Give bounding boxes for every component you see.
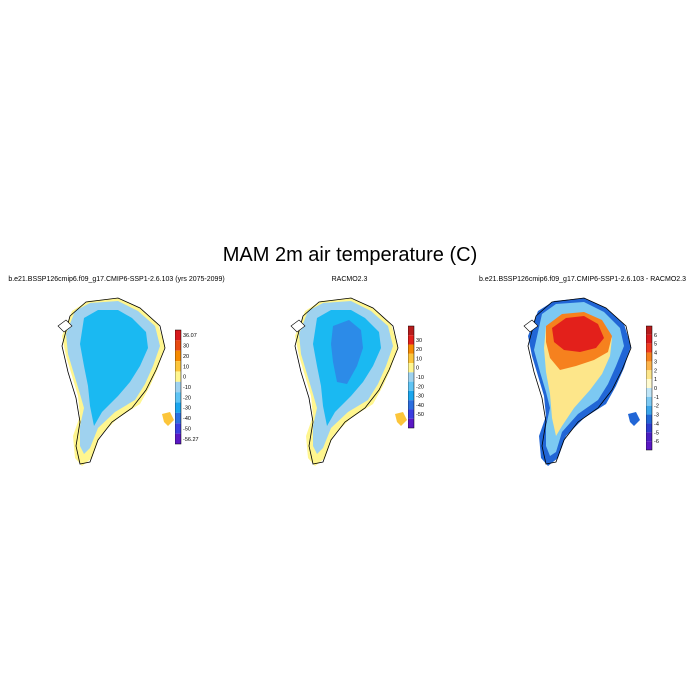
colorbar-swatch [175, 423, 181, 434]
colorbar-label: 6 [654, 333, 657, 339]
colorbar-swatch [646, 441, 652, 450]
colorbar-swatch [175, 381, 181, 393]
colorbar-label: 20 [416, 347, 422, 353]
colorbar-swatch [408, 390, 414, 401]
colorbar-label: -3 [654, 413, 659, 419]
island [162, 412, 174, 426]
colorbar-label: -40 [416, 403, 424, 409]
fjord-whitespace [57, 319, 73, 333]
colorbar-label: 30 [183, 344, 189, 350]
colorbar-frame [408, 325, 415, 429]
colorbar-label: -50 [416, 412, 424, 418]
colorbar-label: -56.27 [183, 437, 199, 443]
island [628, 412, 640, 426]
panel-title: b.e21.BSSP126cmip6.f09_g17.CMIP6-SSP1-2.… [479, 276, 686, 283]
colorbar-label: 2 [654, 368, 657, 374]
colorbar-label: -30 [183, 406, 191, 412]
colorbar-label: 20 [183, 354, 189, 360]
colorbar-swatch [175, 433, 181, 444]
panel-difference: b.e21.BSSP126cmip6.f09_g17.CMIP6-SSP1-2.… [466, 276, 699, 476]
colorbar-swatch [408, 344, 414, 354]
panel-model: b.e21.BSSP126cmip6.f09_g17.CMIP6-SSP1-2.… [0, 276, 233, 476]
colorbar-label: -4 [654, 421, 659, 427]
colorbar-swatch [408, 381, 414, 391]
colorbar-swatch [646, 370, 652, 380]
colorbar-swatch [646, 405, 652, 415]
colorbar-frame [646, 325, 653, 451]
colorbar-label: -20 [183, 395, 191, 401]
cold-core [331, 320, 363, 384]
greenland-map [523, 297, 640, 466]
colorbar-label: -10 [416, 375, 424, 381]
colorbar-label: 10 [416, 356, 422, 362]
colorbar-label: 3 [654, 359, 657, 365]
colorbar-swatch [646, 334, 652, 344]
colorbar-swatch [646, 414, 652, 424]
colorbar-swatch [408, 400, 414, 410]
colorbar-label: 0 [183, 375, 186, 381]
colorbar-swatch [646, 326, 652, 335]
colorbar-swatch [408, 353, 414, 364]
colorbar-swatch [408, 418, 414, 428]
colorbar-swatch [646, 432, 652, 442]
colorbar-swatch [175, 340, 181, 351]
colorbar-swatch [408, 335, 414, 345]
colorbar-swatch [408, 409, 414, 419]
hot-core [552, 316, 604, 352]
panel-title: b.e21.BSSP126cmip6.f09_g17.CMIP6-SSP1-2.… [8, 276, 225, 283]
colorbar-swatch [646, 396, 652, 406]
colorbar-label: -40 [183, 416, 191, 422]
colorbar-label: 30 [416, 338, 422, 344]
colorbar-swatch [175, 412, 181, 424]
colorbar-swatch [646, 388, 652, 397]
colorbar-swatch [408, 363, 414, 373]
colorbar-frame [175, 329, 182, 445]
colorbar-swatch [408, 372, 414, 382]
fjord-whitespace [290, 319, 306, 333]
colorbar-swatch [646, 423, 652, 433]
colorbar-swatch [408, 326, 414, 336]
colorbar-label: 5 [654, 342, 657, 348]
island [395, 412, 407, 426]
figure-title: MAM 2m air temperature (C) [222, 244, 478, 266]
colorbar-swatch [646, 352, 652, 362]
colorbar-label: -20 [416, 384, 424, 390]
colorbar-label: -30 [416, 394, 424, 400]
greenland-map [290, 297, 407, 466]
greenland-map [57, 297, 174, 466]
colorbar-swatch [175, 392, 181, 403]
colorbar-swatch [175, 371, 181, 382]
colorbar-swatch [175, 350, 181, 362]
colorbar-label: -1 [654, 395, 659, 401]
colorbar-swatch [175, 361, 181, 372]
colorbar-label: 4 [654, 351, 657, 357]
colorbar-swatch [175, 402, 181, 413]
colorbar: 30 20 10 0 -10 -20 -30 -40 -50 [408, 325, 424, 429]
colorbar-label: -10 [183, 385, 191, 391]
colorbar: 36.07 30 20 10 0 -10 -20 -30 -40 -50 -56.27 [175, 329, 199, 445]
colorbar-label: -50 [183, 426, 191, 432]
colorbar-swatch [646, 343, 652, 353]
colorbar-label: 10 [183, 364, 189, 370]
colorbar: 6 5 4 3 2 1 0 -1 -2 -3 -4 -5 -6 [646, 325, 659, 451]
fjord-whitespace [523, 319, 539, 333]
colorbar-label: 0 [654, 386, 657, 392]
colorbar-swatch [646, 379, 652, 388]
colorbar-swatch [175, 330, 181, 341]
colorbar-label: -6 [654, 439, 659, 445]
panel-racmo: RACMO2.3 30 20 10 0 -10 -20 -30 -40 -50 [233, 276, 466, 476]
coastline [61, 297, 166, 465]
interior-zone [80, 310, 148, 426]
panel-title: RACMO2.3 [331, 276, 368, 283]
colorbar-label: 36.07 [183, 333, 197, 339]
colorbar-label: -2 [654, 404, 659, 410]
coastline [294, 297, 399, 465]
coastline [527, 297, 632, 465]
colorbar-swatch [646, 361, 652, 371]
colorbar-label: 1 [654, 377, 657, 383]
colorbar-label: -5 [654, 430, 659, 436]
colorbar-label: 0 [416, 366, 419, 372]
